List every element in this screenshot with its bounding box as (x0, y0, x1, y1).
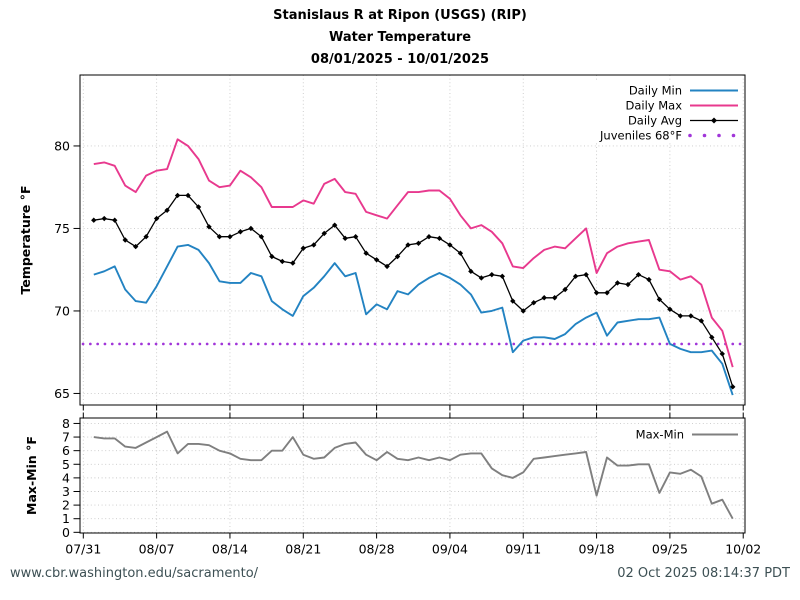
daily-min-line (93, 243, 734, 396)
svg-text:08/14: 08/14 (212, 542, 248, 557)
svg-text:80: 80 (54, 138, 70, 153)
svg-text:08/07: 08/07 (139, 542, 175, 557)
daily-avg-markers (91, 192, 736, 390)
svg-text:7: 7 (62, 430, 70, 445)
svg-text:1: 1 (62, 511, 70, 526)
svg-text:09/11: 09/11 (505, 542, 541, 557)
legend-label-max-min: Max-Min (636, 428, 684, 442)
title-station: Stanislaus R at Ripon (USGS) (RIP) (273, 8, 527, 23)
legend-label-daily-max: Daily Max (625, 99, 682, 113)
max-min-line (93, 430, 734, 520)
legend-swatch-dot (702, 133, 707, 138)
temperature-panel (81, 138, 745, 396)
legend-swatch-dot (688, 133, 692, 138)
range-panel (93, 430, 734, 520)
svg-text:0: 0 (62, 525, 70, 540)
title-date-range: 08/01/2025 - 10/01/2025 (310, 52, 490, 67)
footer-timestamp: 02 Oct 2025 08:14:37 PDT (617, 566, 790, 581)
chart-title: Stanislaus R at Ripon (USGS) (RIP) Water… (0, 5, 800, 71)
svg-text:4: 4 (62, 470, 70, 485)
svg-text:75: 75 (54, 221, 70, 236)
y-axis-label-max-min: Max-Min °F (24, 436, 39, 515)
svg-text:09/18: 09/18 (579, 542, 615, 557)
panel-frames (79, 74, 746, 534)
svg-text:5: 5 (62, 457, 70, 472)
legend-label-daily-avg: Daily Avg (628, 114, 682, 128)
footer: www.cbr.washington.edu/sacramento/ 02 Oc… (0, 566, 800, 581)
svg-text:07/31: 07/31 (65, 542, 101, 557)
svg-text:3: 3 (62, 484, 70, 499)
title-parameter: Water Temperature (328, 30, 472, 45)
legend-swatch-dot (717, 133, 721, 138)
svg-text:09/04: 09/04 (432, 542, 468, 557)
svg-text:70: 70 (54, 303, 70, 318)
axis-ticks (73, 145, 744, 539)
y-axis-label-temperature: Temperature °F (18, 185, 33, 294)
footer-url: www.cbr.washington.edu/sacramento/ (10, 566, 259, 581)
svg-text:08/28: 08/28 (359, 542, 395, 557)
svg-text:6: 6 (62, 443, 70, 458)
legend-label-juveniles-68-f: Juveniles 68°F (599, 129, 682, 143)
svg-text:65: 65 (54, 386, 70, 401)
legend-swatch-dot (731, 133, 736, 138)
range-legend: Max-Min (598, 425, 742, 443)
svg-text:09/25: 09/25 (652, 542, 688, 557)
svg-text:2: 2 (62, 498, 70, 513)
svg-text:10/02: 10/02 (725, 542, 761, 557)
svg-text:8: 8 (62, 416, 70, 431)
daily-max-line (93, 138, 734, 368)
svg-text:08/21: 08/21 (285, 542, 321, 557)
legend-label-daily-min: Daily Min (629, 84, 682, 98)
daily-avg-line (93, 194, 734, 387)
